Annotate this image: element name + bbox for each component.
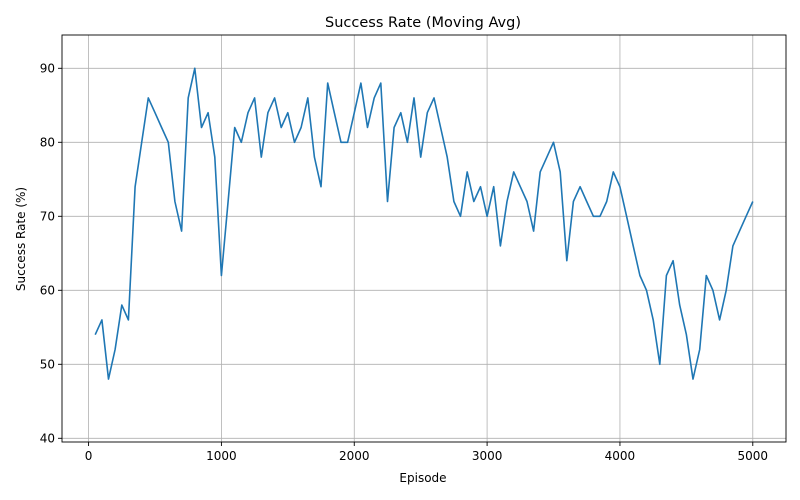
y-tick-label: 90 <box>40 61 55 75</box>
plot-frame <box>61 34 787 443</box>
x-axis-ticks: 0 1000 2000 3000 4000 5000 <box>85 442 768 463</box>
grid-lines <box>62 35 786 442</box>
x-tick-label: 0 <box>85 449 93 463</box>
x-axis-label: Episode <box>399 471 446 485</box>
y-tick-label: 70 <box>40 209 55 223</box>
chart-title: Success Rate (Moving Avg) <box>325 15 521 31</box>
y-tick-label: 80 <box>40 135 55 149</box>
y-tick-label: 40 <box>40 431 55 445</box>
series-layer <box>94 67 754 380</box>
x-tick-label: 3000 <box>472 449 503 463</box>
y-tick-label: 50 <box>40 357 55 371</box>
series-line <box>94 67 754 380</box>
axes-border <box>61 34 787 443</box>
x-tick-label: 1000 <box>206 449 237 463</box>
x-tick-label: 4000 <box>605 449 636 463</box>
y-axis-ticks: 40 50 60 70 80 90 <box>40 61 62 445</box>
y-tick-label: 60 <box>40 283 55 297</box>
x-tick-label: 5000 <box>738 449 769 463</box>
x-tick-label: 2000 <box>339 449 370 463</box>
y-axis-label: Success Rate (%) <box>14 187 28 291</box>
